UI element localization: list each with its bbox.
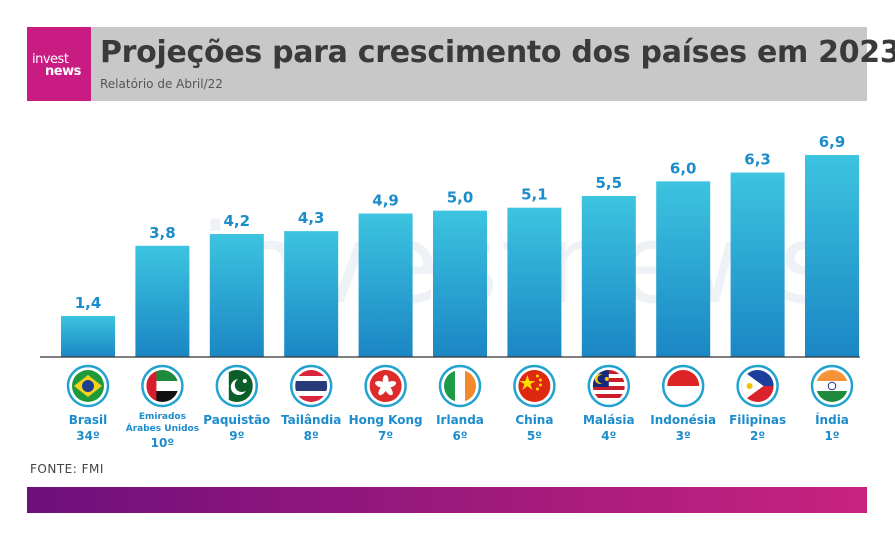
uae-flag-icon [141, 364, 184, 408]
bar-7 [581, 195, 636, 357]
indonesia-flag-icon [661, 364, 705, 408]
category-label-3: Tailândia [281, 413, 341, 427]
category-label-10: Índia [815, 412, 849, 427]
value-label-6: 5,1 [521, 186, 548, 204]
pakistan-flag-icon [215, 364, 259, 408]
value-label-1: 3,8 [149, 224, 176, 242]
chart-header: invest news Projeções para crescimento d… [27, 27, 895, 101]
footer-gradient-bar [27, 487, 867, 513]
category-label-2: Paquistão [203, 413, 270, 427]
source-note: FONTE: FMI [30, 462, 104, 476]
rank-label-6: 5º [527, 429, 542, 443]
india-flag-icon [810, 364, 854, 408]
rank-label-5: 6º [452, 429, 467, 443]
category-label-1-line-1: Árabes Unidos [126, 422, 199, 434]
investnews-logo: invest news [27, 27, 91, 101]
bar-1 [135, 245, 190, 357]
value-label-8: 6,0 [670, 159, 697, 177]
ireland-flag-icon [438, 364, 482, 408]
flags-group [66, 364, 854, 408]
value-label-3: 4,3 [298, 209, 325, 227]
value-label-5: 5,0 [447, 189, 474, 207]
bar-4 [358, 213, 413, 357]
rank-label-4: 7º [378, 429, 393, 443]
chart-title: Projeções para crescimento dos países em… [100, 35, 895, 70]
bar-8 [656, 181, 711, 357]
category-label-7: Malásia [583, 413, 635, 427]
thailand-flag-icon [289, 364, 333, 408]
rank-label-8: 3º [676, 429, 691, 443]
category-label-1-line-0: Emirados [139, 412, 186, 422]
chart-subtitle: Relatório de Abril/22 [100, 77, 223, 91]
rank-label-10: 1º [824, 429, 839, 443]
bar-6 [507, 207, 562, 357]
value-label-9: 6,3 [744, 151, 771, 169]
rank-label-0: 34º [76, 429, 100, 443]
philippines-flag-icon [736, 364, 779, 408]
value-label-0: 1,4 [75, 294, 102, 312]
category-label-8: Indonésia [650, 413, 716, 427]
category-label-4: Hong Kong [349, 413, 423, 427]
rank-label-2: 9º [229, 429, 244, 443]
bar-3 [284, 231, 339, 357]
bar-0 [61, 316, 115, 357]
bar-10 [805, 155, 859, 357]
value-label-2: 4,2 [224, 212, 251, 230]
bar-5 [433, 210, 487, 357]
rank-label-3: 8º [304, 429, 319, 443]
rank-label-1: 10º [151, 436, 175, 450]
value-label-10: 6,9 [819, 133, 846, 151]
china-flag-icon [513, 364, 556, 408]
category-label-5: Irlanda [436, 413, 484, 427]
category-label-9: Filipinas [729, 413, 786, 427]
brazil-flag-icon [66, 364, 110, 408]
bar-9 [730, 172, 785, 357]
category-label-6: China [515, 413, 553, 427]
rank-label-7: 4º [601, 429, 616, 443]
value-label-4: 4,9 [372, 192, 399, 210]
category-label-0: Brasil [69, 413, 108, 427]
value-label-7: 5,5 [596, 174, 623, 192]
bars-group: 1,4 3,8 4,2 4,3 4,9 5,0 5,1 5,5 6,0 6,3 6,9 [61, 133, 859, 357]
malaysia-flag-icon [587, 364, 631, 408]
hong-kong-flag-icon [364, 364, 407, 408]
bar-2 [209, 234, 264, 357]
rank-label-9: 2º [750, 429, 765, 443]
